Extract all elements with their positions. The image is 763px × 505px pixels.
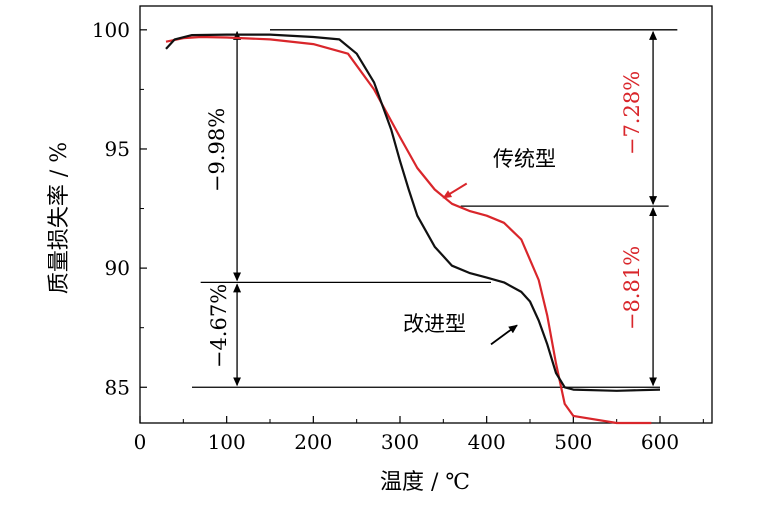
annotation-black-step1: −9.98% <box>205 108 229 192</box>
x-tick-label-300: 300 <box>381 430 419 454</box>
y-tick-label-100: 100 <box>92 18 130 42</box>
annotation-red-step1: −7.28% <box>620 71 644 155</box>
x-tick-label-100: 100 <box>208 430 246 454</box>
annotation-traditional-label: 传统型 <box>493 147 556 171</box>
series-line-improved <box>165 33 661 392</box>
y-tick-label-90: 90 <box>105 256 130 280</box>
annotation-black-step2: −4.67% <box>207 284 231 368</box>
x-tick-label-0: 0 <box>134 430 147 454</box>
x-axis-label: 温度 / ℃ <box>380 470 470 495</box>
annotation-red-step2: −8.81% <box>620 246 644 330</box>
y-tick-label-85: 85 <box>105 375 130 399</box>
annotation-improved-label: 改进型 <box>403 312 466 336</box>
plot-frame <box>139 5 713 424</box>
x-tick-label-200: 200 <box>294 430 332 454</box>
pointer-traditional <box>442 182 468 199</box>
x-tick-label-500: 500 <box>554 430 592 454</box>
x-tick-label-600: 600 <box>641 430 679 454</box>
y-axis-label: 质量损失率 / % <box>47 142 72 294</box>
x-tick-label-400: 400 <box>468 430 506 454</box>
y-tick-label-95: 95 <box>105 137 130 161</box>
series-line-traditional <box>165 35 652 425</box>
pointer-improved <box>490 324 518 346</box>
